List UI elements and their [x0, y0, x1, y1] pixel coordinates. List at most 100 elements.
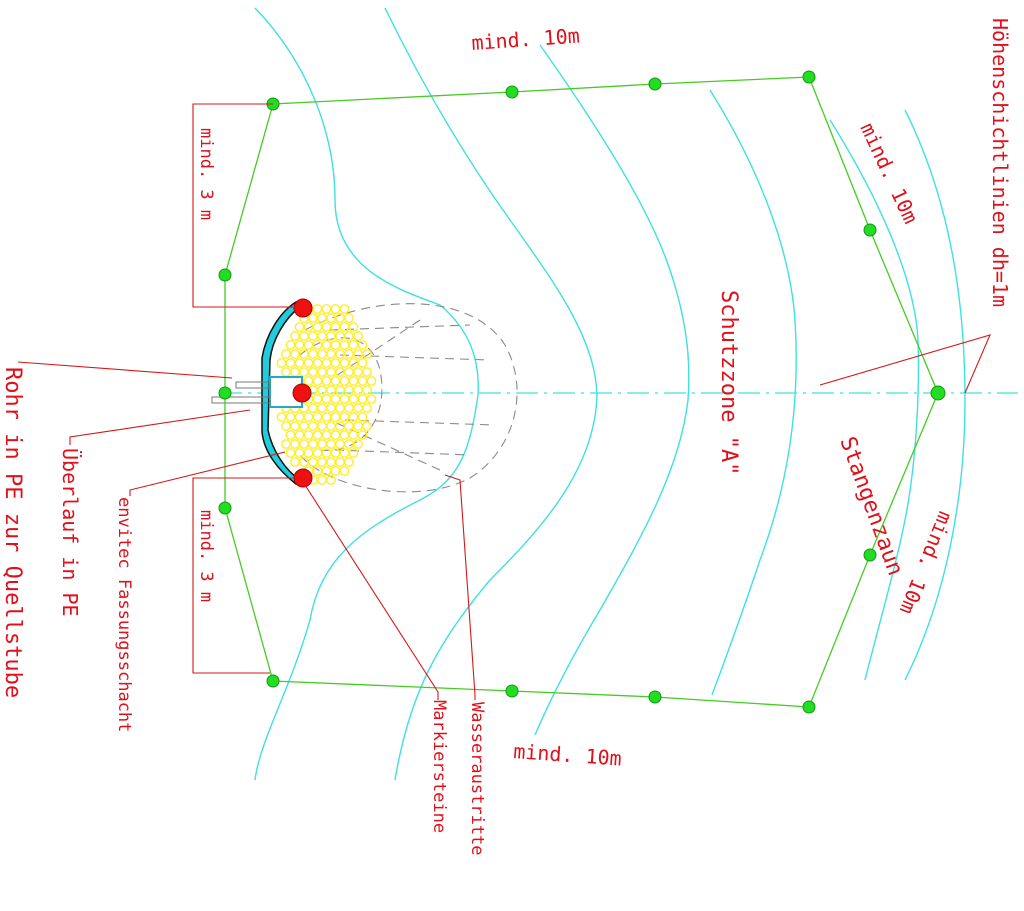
label-dist-bottom: mind. 10m [513, 739, 623, 771]
gravel-stone [353, 385, 363, 395]
gravel-stone [294, 448, 305, 458]
fence-post [218, 268, 232, 282]
annotations: mind. 10m mind. 10m mind. 10m mind. 10m … [0, 18, 1012, 856]
gravel-stone [321, 304, 332, 314]
gravel-stone [326, 313, 336, 323]
fence-post [863, 223, 877, 237]
gravel-stone [330, 340, 341, 350]
gravel-stone [285, 358, 296, 368]
fence-line [224, 76, 939, 708]
contour-line-3 [534, 44, 690, 736]
gravel-stone [339, 466, 350, 476]
gravel-stone [335, 457, 345, 467]
gravel-stone [330, 466, 341, 476]
gravel-stone [321, 394, 332, 404]
gravel-stone [330, 376, 341, 386]
contour-lines [254, 7, 966, 781]
gravel-stone [330, 394, 341, 404]
gravel-stone [290, 439, 300, 449]
gravel-stone [344, 349, 354, 359]
gravel-stone [308, 367, 318, 377]
gravel-stone [285, 412, 296, 422]
gravel-stone [321, 358, 332, 368]
gravel-stone [344, 457, 354, 467]
label-shaft: envitec Fassungsschacht [114, 497, 134, 732]
gravel-stone [357, 394, 368, 404]
gravel-stone [326, 403, 336, 413]
gravel-stone [366, 376, 377, 386]
label-dist-top: mind. 10m [471, 23, 581, 55]
marker-stone-top [293, 298, 313, 318]
gravel-stone [299, 439, 309, 449]
gravel-stone [299, 367, 309, 377]
gravel-stone [339, 376, 350, 386]
gravel-stone [276, 412, 287, 422]
gravel-stone [308, 331, 318, 341]
gravel-stone [353, 331, 363, 341]
label-pipe: Rohr in PE zur Quellstube [0, 367, 25, 698]
gravel-stone [357, 412, 368, 422]
gravel-stone [335, 331, 345, 341]
gravel-stone [339, 448, 350, 458]
fence-post [218, 386, 232, 400]
gravel-stone [326, 475, 336, 485]
gravel-stone [308, 313, 318, 323]
gravel-stone [312, 430, 323, 440]
gravel-stone [321, 430, 332, 440]
gravel-stone [308, 403, 318, 413]
gravel-stone [294, 340, 305, 350]
gravel-stone [276, 358, 287, 368]
gravel-stone [312, 376, 323, 386]
gravel-stone [317, 331, 327, 341]
gravel-stone [317, 313, 327, 323]
gravel-stone [326, 457, 336, 467]
gravel-stone [321, 412, 332, 422]
gravel-stone [317, 457, 327, 467]
fence-post [930, 385, 946, 401]
gravel-stone [303, 376, 314, 386]
label-markers: Markiersteine [429, 700, 449, 833]
gravel-stone [357, 340, 368, 350]
contour-line-5 [829, 119, 920, 681]
gravel-stone [290, 349, 300, 359]
gravel-stone [344, 403, 354, 413]
gravel-stone [281, 349, 291, 359]
gravel-stone [366, 394, 377, 404]
gravel-stone [303, 448, 314, 458]
gravel-stone [348, 376, 359, 386]
gravel-stone [321, 340, 332, 350]
gravel-stone [353, 349, 363, 359]
gravel-stone [362, 403, 372, 413]
gravel-stone [285, 448, 296, 458]
label-dist-left-lower: mind. 3 m [196, 510, 216, 602]
gravel-stone [294, 412, 305, 422]
gravel-stone [339, 430, 350, 440]
contour-line-1 [254, 7, 479, 781]
label-overflow: Überlauf in PE [58, 448, 82, 617]
gravel-stone [353, 367, 363, 377]
fence-post [648, 77, 662, 91]
fence-post [505, 85, 519, 99]
gravel-stone [299, 421, 309, 431]
gravel-stone [308, 439, 318, 449]
label-zone: Schutzzone "A" [716, 290, 741, 475]
marker-stone-center [292, 383, 312, 403]
gravel-stone [294, 322, 305, 332]
gravel-stone [308, 457, 318, 467]
gravel-stone [339, 412, 350, 422]
gravel-stone [339, 340, 350, 350]
gravel-stone [312, 448, 323, 458]
fence-post [218, 501, 232, 515]
gravel-stone [330, 358, 341, 368]
gravel-stone [362, 367, 372, 377]
fence-post [863, 548, 877, 562]
leader-lines [17, 103, 991, 700]
gravel-stone [353, 421, 363, 431]
gravel-stone [362, 385, 372, 395]
overflow-outlet [211, 396, 271, 404]
gravel-stone [353, 439, 363, 449]
gravel-stone [317, 475, 327, 485]
gravel-stone [303, 430, 314, 440]
marker-stones [292, 298, 313, 488]
